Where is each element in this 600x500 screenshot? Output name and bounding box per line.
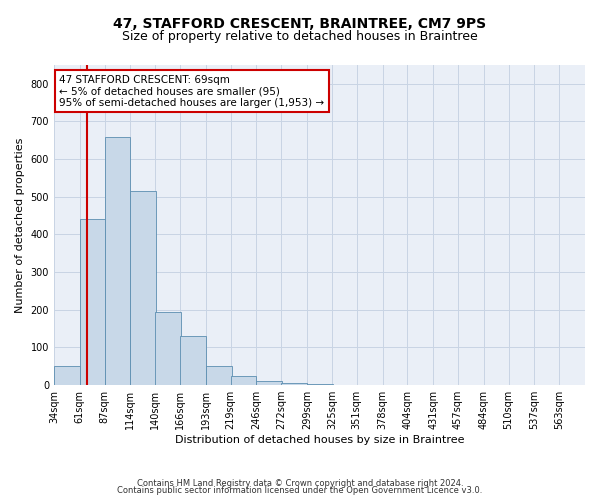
Bar bbox=[307, 384, 333, 385]
Text: Size of property relative to detached houses in Braintree: Size of property relative to detached ho… bbox=[122, 30, 478, 43]
Text: Contains public sector information licensed under the Open Government Licence v3: Contains public sector information licen… bbox=[118, 486, 482, 495]
Bar bbox=[180, 336, 206, 385]
Bar bbox=[155, 312, 181, 385]
Y-axis label: Number of detached properties: Number of detached properties bbox=[15, 138, 25, 312]
Bar bbox=[230, 376, 256, 385]
Bar bbox=[206, 366, 232, 385]
X-axis label: Distribution of detached houses by size in Braintree: Distribution of detached houses by size … bbox=[175, 435, 464, 445]
Bar bbox=[130, 191, 156, 385]
Bar bbox=[104, 136, 130, 385]
Bar bbox=[80, 220, 106, 385]
Text: Contains HM Land Registry data © Crown copyright and database right 2024.: Contains HM Land Registry data © Crown c… bbox=[137, 478, 463, 488]
Bar bbox=[54, 366, 80, 385]
Text: 47 STAFFORD CRESCENT: 69sqm
← 5% of detached houses are smaller (95)
95% of semi: 47 STAFFORD CRESCENT: 69sqm ← 5% of deta… bbox=[59, 74, 325, 108]
Text: 47, STAFFORD CRESCENT, BRAINTREE, CM7 9PS: 47, STAFFORD CRESCENT, BRAINTREE, CM7 9P… bbox=[113, 18, 487, 32]
Bar bbox=[256, 382, 282, 385]
Bar bbox=[281, 383, 307, 385]
